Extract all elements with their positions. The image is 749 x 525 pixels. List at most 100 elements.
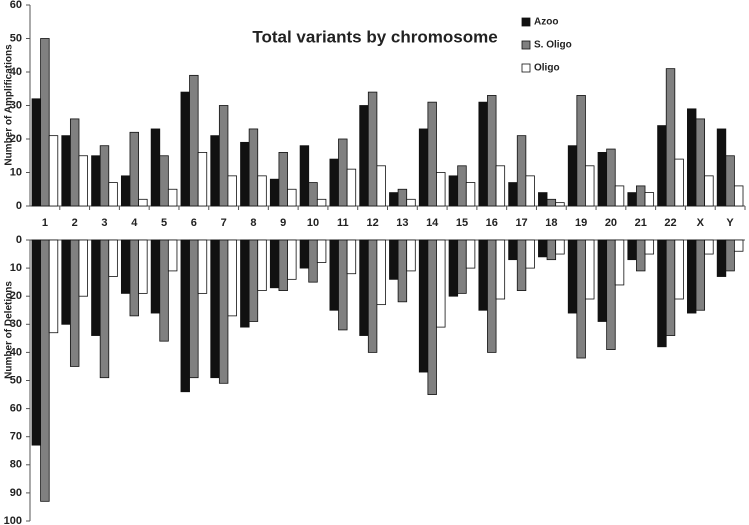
legend-label: Oligo xyxy=(534,63,560,74)
bar xyxy=(538,192,548,207)
bar xyxy=(138,198,148,207)
bar xyxy=(150,128,161,207)
x-tick-label: 6 xyxy=(191,217,197,229)
bar xyxy=(687,108,697,207)
bar xyxy=(418,239,429,373)
bar xyxy=(308,182,318,207)
bar xyxy=(406,239,416,272)
bar xyxy=(495,239,506,300)
bar xyxy=(606,239,616,350)
bar xyxy=(734,239,744,252)
bar xyxy=(367,239,378,353)
y-tick-label: 0 xyxy=(16,234,22,246)
bar xyxy=(644,192,655,207)
y-tick-label: 30 xyxy=(10,99,22,111)
bar xyxy=(665,239,676,336)
y-tick-label: 40 xyxy=(10,346,22,358)
bar xyxy=(40,239,50,502)
bar xyxy=(167,188,178,207)
bar xyxy=(614,185,625,207)
bar xyxy=(397,239,408,303)
x-tick-label: 11 xyxy=(337,217,349,229)
bar xyxy=(257,175,267,207)
bar xyxy=(150,239,161,314)
bar xyxy=(687,239,697,314)
bar xyxy=(644,239,655,255)
bar xyxy=(346,239,357,275)
bar xyxy=(376,165,386,207)
bar xyxy=(227,239,237,317)
y-tick-label: 20 xyxy=(10,133,22,145)
bar xyxy=(197,239,208,294)
bar xyxy=(508,239,518,261)
bar xyxy=(120,239,131,294)
x-tick-label: 3 xyxy=(101,217,107,229)
bar xyxy=(546,239,557,261)
bar xyxy=(725,155,735,207)
bar xyxy=(329,239,339,311)
legend-label: S. Oligo xyxy=(534,40,572,51)
bar xyxy=(69,118,80,207)
bar xyxy=(585,239,595,300)
y-tick-label: 0 xyxy=(16,200,22,212)
bar xyxy=(287,188,297,207)
y-tick-label: 50 xyxy=(10,32,22,44)
bar xyxy=(704,175,714,207)
bar xyxy=(167,239,178,272)
bar xyxy=(525,239,535,269)
bar xyxy=(138,239,148,294)
bar xyxy=(359,105,369,207)
x-tick-label: 19 xyxy=(575,217,587,229)
bar xyxy=(397,188,408,207)
bar xyxy=(436,172,446,207)
bar xyxy=(555,202,565,207)
bar xyxy=(48,239,59,334)
legend-swatch xyxy=(521,63,531,73)
bar xyxy=(316,198,327,207)
x-tick-label: 20 xyxy=(605,217,617,229)
bar xyxy=(636,239,646,272)
bar xyxy=(636,185,646,207)
legend-swatch xyxy=(521,17,531,27)
bar xyxy=(269,239,280,289)
bar xyxy=(448,239,459,297)
bar xyxy=(457,239,467,294)
bar xyxy=(108,182,118,207)
bar xyxy=(406,198,416,207)
bar xyxy=(508,182,518,207)
bar xyxy=(240,141,250,207)
y-tick-label: 80 xyxy=(10,459,22,471)
bar xyxy=(180,91,190,207)
bar xyxy=(525,175,535,207)
x-tick-label: 18 xyxy=(545,217,557,229)
chart-title: Total variants by chromosome xyxy=(252,27,497,46)
bar xyxy=(99,239,110,379)
bar xyxy=(674,158,684,207)
x-tick-label: 2 xyxy=(72,217,78,229)
bar xyxy=(278,239,288,291)
y-axis-label: Number of Deletions xyxy=(4,281,15,379)
bar xyxy=(159,155,169,207)
bar xyxy=(576,239,586,359)
x-tick-label: X xyxy=(697,217,705,229)
y-tick-label: 60 xyxy=(10,0,22,11)
bar xyxy=(427,239,437,395)
bar xyxy=(716,128,727,207)
bar xyxy=(61,239,71,325)
x-tick-label: 7 xyxy=(221,217,227,229)
bar xyxy=(240,239,250,328)
bar xyxy=(31,239,41,446)
bar xyxy=(248,239,259,322)
bar xyxy=(576,95,586,207)
bar xyxy=(129,131,139,207)
bar xyxy=(516,239,527,291)
bar xyxy=(40,38,50,207)
bar xyxy=(546,198,557,207)
y-tick-label: 30 xyxy=(10,318,22,330)
bar xyxy=(376,239,386,306)
bar xyxy=(448,175,459,207)
y-tick-label: 40 xyxy=(10,66,22,78)
bar xyxy=(299,145,310,207)
bar xyxy=(159,239,169,342)
